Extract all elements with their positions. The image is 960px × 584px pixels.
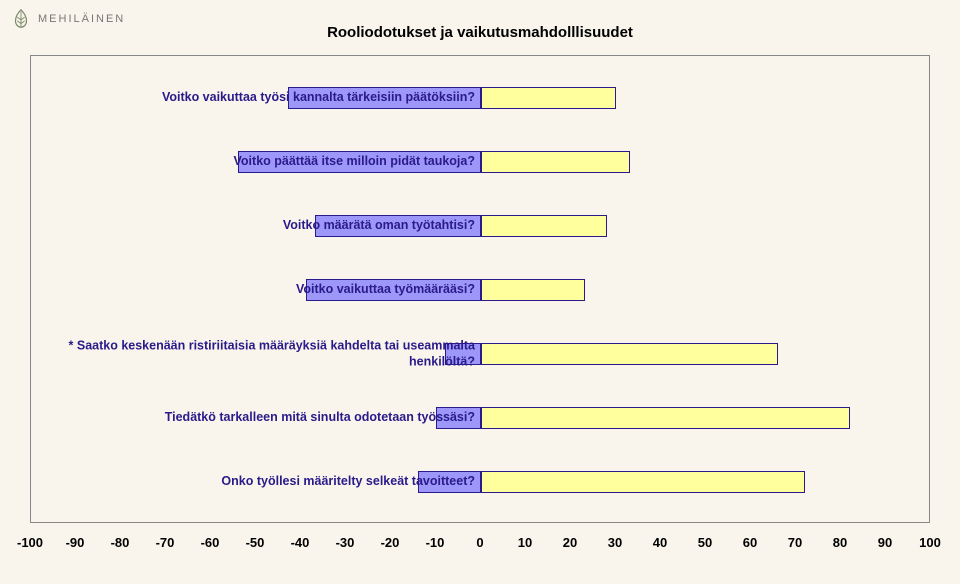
x-axis: -100-90-80-70-60-50-40-30-20-10010203040… <box>0 535 960 575</box>
row-label: * Saatko keskenään ristiriitaisia määräy… <box>35 338 475 369</box>
chart-frame: Voitko vaikuttaa työsi kannalta tärkeisi… <box>30 55 930 523</box>
x-tick: 70 <box>788 535 802 550</box>
x-tick: -80 <box>111 535 130 550</box>
row-label: Voitko päättää itse milloin pidät taukoj… <box>35 154 475 170</box>
x-tick: 30 <box>608 535 622 550</box>
x-tick: -40 <box>291 535 310 550</box>
row-label: Voitko vaikuttaa työmäärääsi? <box>35 282 475 298</box>
x-tick: 0 <box>476 535 483 550</box>
chart-plot-area: Voitko vaikuttaa työsi kannalta tärkeisi… <box>31 66 929 512</box>
x-tick: 80 <box>833 535 847 550</box>
bar-positive <box>481 471 805 493</box>
row-label: Voitko määrätä oman työtahtisi? <box>35 218 475 234</box>
bar-positive <box>481 279 585 301</box>
x-tick: 10 <box>518 535 532 550</box>
bar-positive <box>481 151 630 173</box>
bar-positive <box>481 87 616 109</box>
bar-positive <box>481 343 778 365</box>
x-tick: 100 <box>919 535 941 550</box>
x-tick: -70 <box>156 535 175 550</box>
bar-positive <box>481 215 607 237</box>
row-label: Tiedätkö tarkalleen mitä sinulta odoteta… <box>35 410 475 426</box>
x-tick: -20 <box>381 535 400 550</box>
x-tick: -60 <box>201 535 220 550</box>
x-tick: 60 <box>743 535 757 550</box>
chart-row: Voitko määrätä oman työtahtisi? <box>31 194 929 258</box>
x-tick: -100 <box>17 535 43 550</box>
x-tick: 20 <box>563 535 577 550</box>
row-label: Voitko vaikuttaa työsi kannalta tärkeisi… <box>35 90 475 106</box>
chart-title: Rooliodotukset ja vaikutusmahdolllisuude… <box>0 24 960 41</box>
chart-row: Tiedätkö tarkalleen mitä sinulta odoteta… <box>31 386 929 450</box>
x-tick: -10 <box>426 535 445 550</box>
x-tick: 40 <box>653 535 667 550</box>
x-tick: 90 <box>878 535 892 550</box>
chart-row: Voitko päättää itse milloin pidät taukoj… <box>31 130 929 194</box>
chart-row: Voitko vaikuttaa työsi kannalta tärkeisi… <box>31 66 929 130</box>
row-label: Onko työllesi määritelty selkeät tavoitt… <box>35 474 475 490</box>
x-tick: -50 <box>246 535 265 550</box>
x-tick: -30 <box>336 535 355 550</box>
chart-row: Voitko vaikuttaa työmäärääsi? <box>31 258 929 322</box>
x-tick: -90 <box>66 535 85 550</box>
x-tick: 50 <box>698 535 712 550</box>
chart-row: Onko työllesi määritelty selkeät tavoitt… <box>31 450 929 514</box>
chart-row: * Saatko keskenään ristiriitaisia määräy… <box>31 322 929 386</box>
bar-positive <box>481 407 850 429</box>
